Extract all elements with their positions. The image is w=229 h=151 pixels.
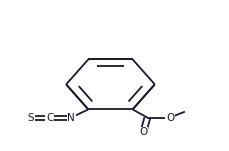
Text: O: O [139,127,147,137]
Text: O: O [165,113,174,123]
Text: C: C [46,113,53,123]
Text: N: N [67,113,75,123]
Text: S: S [27,113,33,123]
